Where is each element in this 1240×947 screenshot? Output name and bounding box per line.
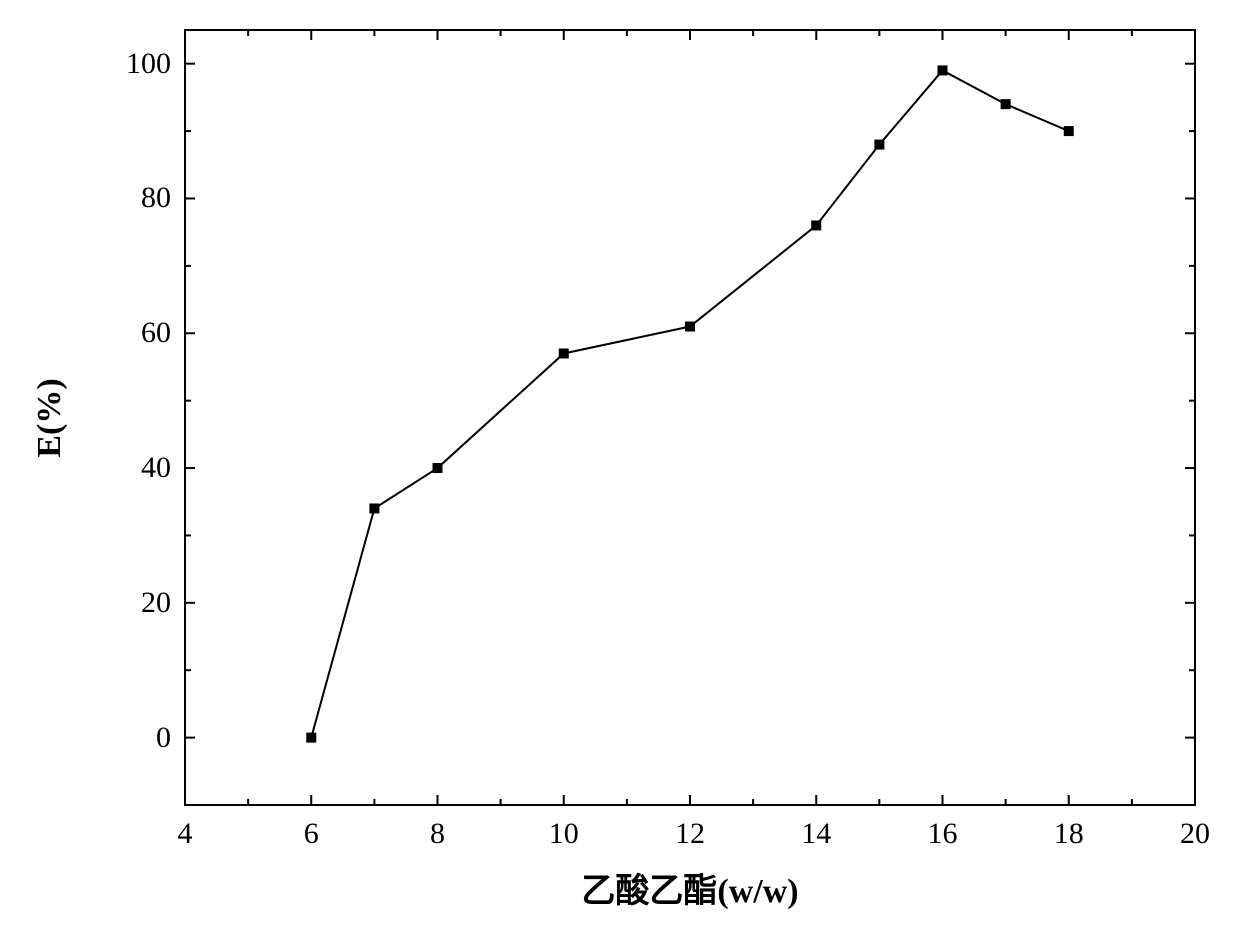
x-tick-label: 6 [304,817,319,851]
x-tick-label: 18 [1054,817,1084,851]
chart-svg [0,0,1240,947]
x-tick-label: 10 [549,817,579,851]
chart-root: E(%) 乙酸乙酯(w/w) 4 6 8 10 12 14 16 18 20 0 20 40 60 80 1… [0,0,1240,947]
y-tick-label: 0 [156,721,171,755]
x-tick-label: 8 [430,817,445,851]
y-axis-label: E(%) [31,378,69,457]
x-tick-label: 14 [801,817,831,851]
x-tick-label: 20 [1180,817,1210,851]
y-tick-label: 40 [141,451,171,485]
x-axis-label: 乙酸乙酯(w/w) [581,863,798,912]
x-tick-label: 16 [928,817,958,851]
y-tick-label: 60 [141,316,171,350]
y-tick-label: 20 [141,586,171,620]
y-tick-label: 100 [126,47,171,81]
x-tick-label: 12 [675,817,705,851]
x-tick-label: 4 [178,817,193,851]
y-tick-label: 80 [141,181,171,215]
